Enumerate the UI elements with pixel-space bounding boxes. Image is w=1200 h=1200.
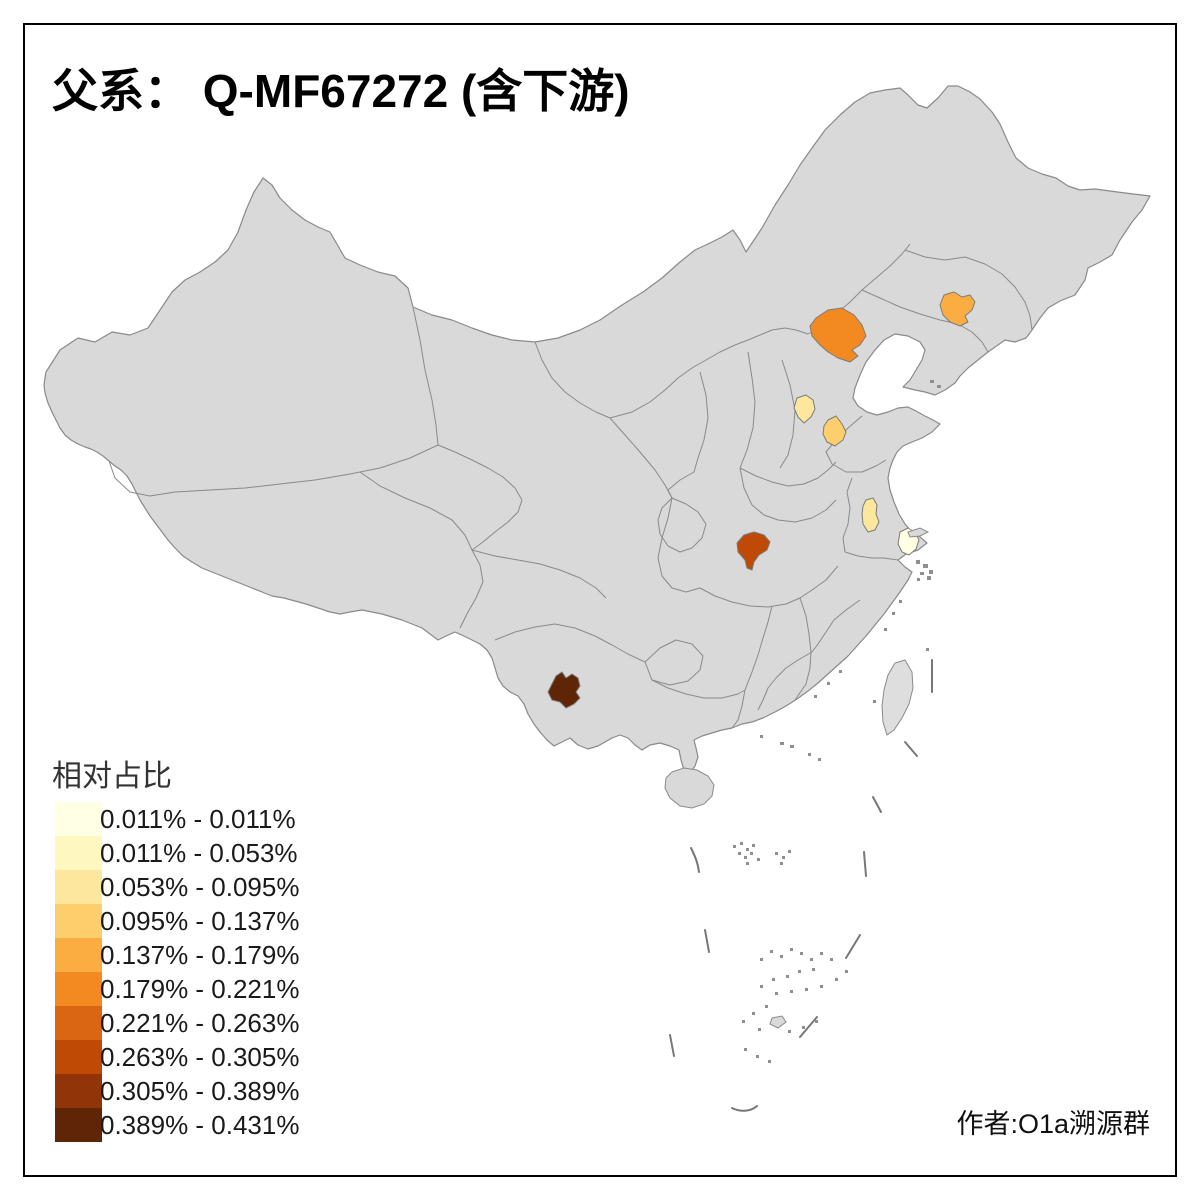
legend-label-2: 0.053% - 0.095%	[100, 872, 299, 902]
chongming-island	[907, 527, 930, 538]
spratly-islet	[769, 1015, 787, 1029]
legend-label-7: 0.263% - 0.305%	[100, 1042, 299, 1072]
legend-label-1: 0.011% - 0.053%	[100, 838, 298, 868]
legend-swatch-2	[55, 870, 102, 904]
highlighted-regions	[547, 291, 976, 709]
legend-label-5: 0.179% - 0.221%	[100, 974, 299, 1004]
legend-label-4: 0.137% - 0.179%	[100, 940, 299, 970]
paracel-islands-specks	[733, 842, 791, 865]
legend-label-3: 0.095% - 0.137%	[100, 906, 299, 936]
legend-swatch-3	[55, 904, 102, 938]
legend-swatch-4	[55, 938, 102, 972]
legend-swatch-6	[55, 1006, 102, 1040]
legend-label-6: 0.221% - 0.263%	[100, 1008, 299, 1038]
region-jiangsu-central	[861, 497, 880, 533]
legend-swatch-9	[55, 1108, 102, 1142]
region-beijing	[809, 307, 867, 363]
region-yunnan-central	[547, 671, 581, 709]
legend-swatch-0	[55, 802, 102, 836]
china-map	[43, 85, 1151, 1112]
legend-label-8: 0.305% - 0.389%	[100, 1076, 299, 1106]
legend: 相对占比 0.011% - 0.011% 0.011% - 0.053% 0.0…	[52, 760, 299, 1142]
region-hubei-central	[736, 531, 771, 571]
hainan-island	[664, 767, 715, 809]
region-jilin-south	[939, 291, 976, 327]
legend-swatch-7	[55, 1040, 102, 1074]
attribution-text: 作者:O1a溯源群	[956, 1109, 1150, 1139]
mainland-china	[43, 85, 1151, 774]
region-hebei-central	[793, 394, 816, 424]
taiwan-island	[881, 659, 914, 736]
legend-label-0: 0.011% - 0.011%	[100, 804, 296, 834]
spratly-islands-specks	[742, 948, 848, 1063]
coastal-island-specks	[760, 380, 941, 761]
legend-label-9: 0.389% - 0.431%	[100, 1110, 299, 1140]
nine-dash-line-segments	[669, 659, 933, 1112]
province-borders	[108, 243, 1033, 729]
region-shandong-west	[822, 415, 847, 447]
legend-title: 相对占比	[52, 760, 172, 793]
legend-swatch-8	[55, 1074, 102, 1108]
legend-swatch-5	[55, 972, 102, 1006]
legend-swatch-1	[55, 836, 102, 870]
page-title: 父系： Q-MF67272 (含下游)	[52, 65, 630, 117]
